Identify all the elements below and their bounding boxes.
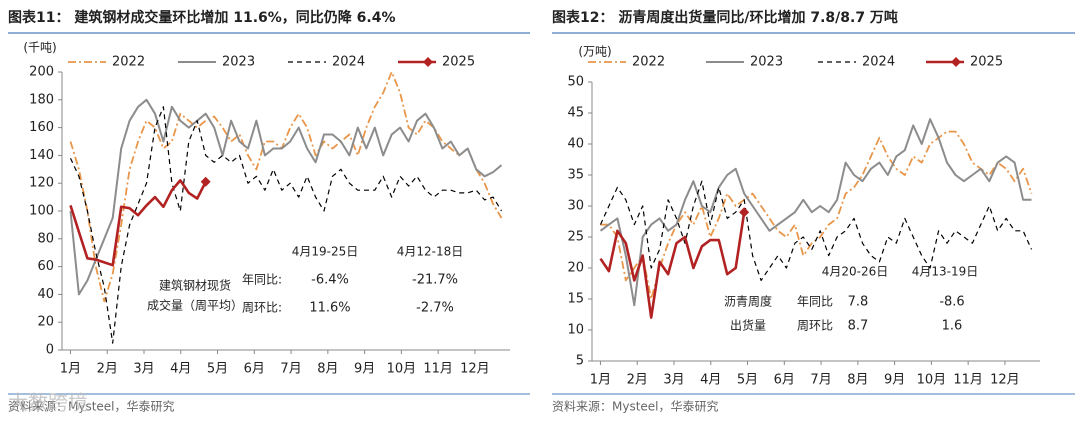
- x-tick-label: 7月: [280, 362, 301, 377]
- x-tick-label: 8月: [317, 362, 338, 377]
- annotation-header: 4月13-19日: [912, 265, 979, 279]
- annotation-value: 8.7: [848, 319, 869, 334]
- x-tick-label: 11月: [423, 362, 453, 377]
- x-tick-label: 3月: [133, 362, 154, 377]
- y-unit: (千吨): [23, 41, 56, 55]
- legend-marker: [423, 57, 433, 67]
- y-tick-label: 20: [37, 315, 54, 330]
- y-tick-label: 45: [567, 106, 584, 121]
- y-tick-label: 120: [29, 176, 54, 191]
- y-tick-label: 80: [37, 231, 54, 246]
- legend-label: 2022: [632, 55, 665, 70]
- series-line: [69, 179, 207, 267]
- y-unit: (万吨): [578, 45, 611, 59]
- annotation-value: -8.6: [939, 295, 964, 310]
- y-tick-label: 35: [567, 168, 584, 183]
- x-tick-label: 4月: [700, 373, 721, 388]
- legend-label: 2023: [750, 55, 783, 70]
- x-tick-label: 10月: [387, 362, 417, 377]
- legend-label: 2024: [862, 55, 895, 70]
- y-tick-label: 200: [29, 65, 54, 80]
- y-tick-label: 40: [567, 137, 584, 152]
- legend-label: 2024: [332, 55, 365, 70]
- x-tick-label: 6月: [244, 362, 265, 377]
- y-tick-label: 180: [29, 92, 54, 107]
- annotation-row-label: 周环比: [797, 319, 833, 333]
- y-tick-label: 100: [29, 204, 54, 219]
- y-tick-label: 140: [29, 148, 54, 163]
- y-tick-label: 0: [46, 343, 54, 358]
- y-tick-label: 60: [37, 259, 54, 274]
- y-tick-label: 15: [567, 292, 584, 307]
- x-tick-label: 5月: [737, 373, 758, 388]
- annotation-header: 4月12-18日: [397, 245, 464, 259]
- legend-label: 2025: [442, 55, 475, 70]
- annotation-group: 沥青周度: [724, 294, 772, 309]
- x-tick-label: 12月: [990, 373, 1020, 388]
- x-tick-label: 3月: [663, 373, 684, 388]
- series-line: [69, 71, 503, 303]
- x-tick-label: 12月: [460, 362, 490, 377]
- source: 资料来源：Mysteel，华泰研究: [552, 399, 719, 414]
- x-tick-label: 7月: [810, 373, 831, 388]
- legend-marker: [951, 57, 961, 67]
- watermark: 大数跨境: [8, 391, 88, 415]
- legend-label: 2025: [970, 55, 1003, 70]
- y-tick-label: 10: [567, 323, 584, 338]
- x-tick-label: 10月: [917, 373, 947, 388]
- annotation-header: 4月19-25日: [292, 245, 359, 259]
- end-marker: [200, 176, 211, 187]
- series-line: [599, 180, 1033, 281]
- x-tick-label: 1月: [60, 362, 81, 377]
- x-tick-label: 9月: [354, 362, 375, 377]
- x-tick-label: 9月: [884, 373, 905, 388]
- series-line: [599, 212, 746, 319]
- x-tick-label: 11月: [953, 373, 983, 388]
- annotation-value: -2.7%: [416, 301, 454, 316]
- y-tick-label: 30: [567, 199, 584, 214]
- y-tick-label: 50: [567, 75, 584, 90]
- series-line: [599, 118, 1032, 307]
- source: 资料来源：Mysteel，华泰研究: [8, 399, 175, 414]
- annotation-row-label: 年同比:: [242, 273, 282, 287]
- series-line: [69, 106, 503, 344]
- x-tick-label: 2月: [627, 373, 648, 388]
- x-tick-label: 4月: [170, 362, 191, 377]
- chart-title: 图表11： 建筑钢材成交量环比增加 11.6%，同比仍降 6.4%: [8, 9, 396, 26]
- x-tick-label: 6月: [774, 373, 795, 388]
- y-tick-label: 40: [37, 287, 54, 302]
- annotation-header: 4月20-26日: [822, 265, 889, 279]
- x-tick-label: 8月: [847, 373, 868, 388]
- annotation-value: -6.4%: [311, 273, 349, 288]
- y-tick-label: 20: [567, 261, 584, 276]
- annotation-value: 1.6: [942, 319, 963, 334]
- annotation-value: 7.8: [848, 295, 869, 310]
- annotation-group: 出货量: [730, 318, 766, 333]
- annotation-group: 建筑钢材现货: [159, 278, 231, 293]
- annotation-value: -21.7%: [412, 273, 458, 288]
- x-tick-label: 5月: [207, 362, 228, 377]
- y-tick-label: 160: [29, 120, 54, 135]
- annotation-value: 11.6%: [309, 301, 350, 316]
- annotation-row-label: 周环比:: [242, 301, 282, 315]
- series-line: [69, 98, 503, 296]
- y-tick-label: 5: [576, 354, 584, 369]
- legend-label: 2023: [222, 55, 255, 70]
- annotation-group: 成交量（周平均）: [147, 298, 243, 313]
- legend-label: 2022: [112, 55, 145, 70]
- x-tick-label: 2月: [97, 362, 118, 377]
- y-tick-label: 25: [567, 230, 584, 245]
- x-tick-label: 1月: [590, 373, 611, 388]
- end-marker: [739, 207, 750, 218]
- chart-title: 图表12： 沥青周度出货量同比/环比增加 7.8/8.7 万吨: [552, 9, 898, 26]
- annotation-row-label: 年同比: [797, 295, 833, 309]
